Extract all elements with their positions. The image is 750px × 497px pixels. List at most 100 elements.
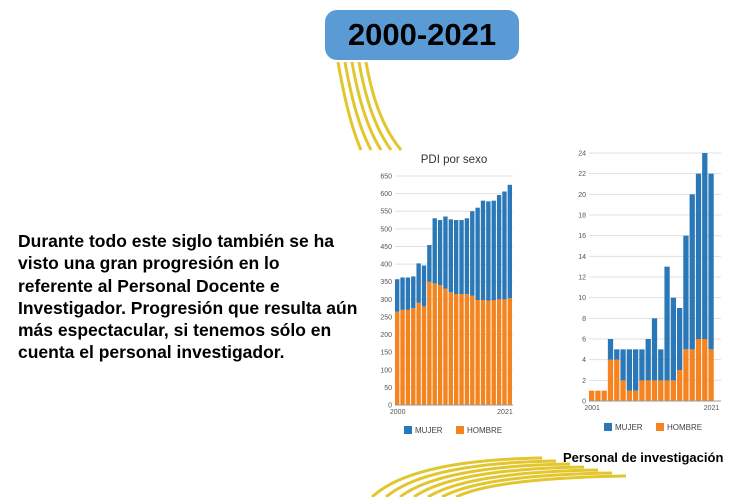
description-paragraph: Durante todo este siglo también se ha vi… (18, 231, 358, 363)
legend-swatch-hombre (456, 426, 464, 434)
y-tick-label: 4 (582, 357, 586, 364)
y-tick-label: 2 (582, 378, 586, 385)
bar-hombre (475, 300, 480, 405)
bar-mujer (677, 308, 683, 370)
y-tick-label: 6 (582, 337, 586, 344)
bar-mujer (614, 349, 620, 360)
y-tick-label: 250 (380, 314, 392, 321)
bar-mujer (708, 173, 714, 350)
bar-mujer (475, 207, 480, 301)
bar-mujer (459, 220, 464, 295)
y-tick-label: 12 (578, 275, 586, 282)
legend-label-mujer: MUJER (615, 423, 643, 432)
bar-hombre (595, 390, 601, 401)
y-tick-label: 500 (380, 226, 392, 233)
bar-mujer (491, 200, 496, 301)
bar-hombre (639, 380, 645, 401)
y-tick-label: 16 (578, 233, 586, 240)
y-tick-label: 350 (380, 279, 392, 286)
bar-mujer (443, 216, 448, 289)
y-tick-label: 200 (380, 332, 392, 339)
bar-mujer (502, 191, 507, 300)
y-tick-label: 24 (578, 151, 586, 158)
bar-hombre (695, 339, 702, 401)
y-tick-label: 18 (578, 213, 586, 220)
y-tick-label: 50 (384, 385, 392, 392)
bar-mujer (437, 220, 443, 286)
decor-curve-top (357, 61, 393, 151)
y-tick-label: 150 (380, 350, 392, 357)
bar-hombre (400, 309, 405, 405)
pdi-chart: 0 50 100 150 200 250 300 350 400 450 500 550 600 650 P… (380, 154, 513, 435)
bar-mujer (620, 349, 626, 381)
bar-mujer (486, 201, 491, 301)
bar-hombre (416, 302, 421, 405)
bar-hombre (427, 281, 432, 405)
bar-hombre (620, 380, 626, 401)
legend-label-hombre: HOMBRE (667, 423, 702, 432)
bar-mujer (702, 153, 708, 339)
bar-mujer (421, 265, 427, 307)
y-tick-label: 300 (380, 297, 392, 304)
bar-mujer (664, 266, 670, 381)
bar-hombre (677, 370, 683, 401)
bar-hombre (405, 309, 411, 405)
page-title: 2000-2021 (347, 17, 497, 52)
bar-mujer (507, 184, 512, 299)
bar-mujer (395, 279, 400, 312)
bar-mujer (651, 318, 658, 381)
bar-hombre (708, 349, 714, 401)
y-tick-label: 450 (380, 244, 392, 251)
bar-hombre (607, 359, 614, 401)
bar-mujer (480, 200, 486, 301)
decor-curve-bottom (385, 459, 557, 497)
bar-hombre (633, 390, 639, 401)
y-tick-label: 600 (380, 191, 392, 198)
bar-hombre (651, 380, 658, 401)
bar-hombre (658, 380, 664, 401)
bar-hombre (702, 339, 708, 401)
y-tick-label: 0 (582, 399, 586, 406)
bar-mujer (639, 349, 645, 381)
decor-curve-bottom (370, 456, 543, 497)
bar-mujer (405, 277, 411, 310)
y-tick-label: 8 (582, 316, 586, 323)
decor-curve-top (336, 61, 363, 151)
bar-mujer (633, 349, 639, 391)
bar-hombre (395, 311, 400, 405)
bar-mujer (683, 235, 689, 350)
bar-mujer (607, 339, 614, 360)
x-tick-label: 2021 (704, 405, 720, 412)
bar-mujer (411, 276, 416, 309)
bar-hombre (454, 294, 459, 405)
bar-hombre (589, 390, 595, 401)
decor-curve-bottom (455, 474, 627, 497)
research-chart-caption: Personal de investigación (563, 450, 724, 465)
decor-curve-top (343, 61, 373, 151)
legend-label-mujer: MUJER (415, 426, 443, 435)
bar-mujer (454, 220, 459, 295)
legend-swatch-mujer (404, 426, 412, 434)
decor-curve-top (350, 61, 383, 151)
bar-mujer (658, 349, 664, 381)
bar-hombre (670, 380, 676, 401)
bar-hombre (683, 349, 689, 401)
y-tick-label: 22 (578, 171, 586, 178)
y-tick-label: 10 (578, 295, 586, 302)
decor-curve-top (364, 61, 403, 151)
bar-mujer (695, 173, 702, 339)
bar-mujer (427, 245, 432, 282)
y-tick-label: 550 (380, 209, 392, 216)
bar-hombre (432, 283, 437, 405)
legend-label-hombre: HOMBRE (467, 426, 502, 435)
bar-hombre (614, 359, 620, 401)
bar-hombre (464, 294, 470, 405)
bar-hombre (491, 300, 496, 405)
bar-hombre (443, 288, 448, 405)
bar-hombre (626, 390, 632, 401)
bar-mujer (432, 218, 437, 284)
y-tick-label: 0 (388, 403, 392, 410)
bar-hombre (448, 292, 453, 405)
bar-hombre (421, 306, 427, 405)
